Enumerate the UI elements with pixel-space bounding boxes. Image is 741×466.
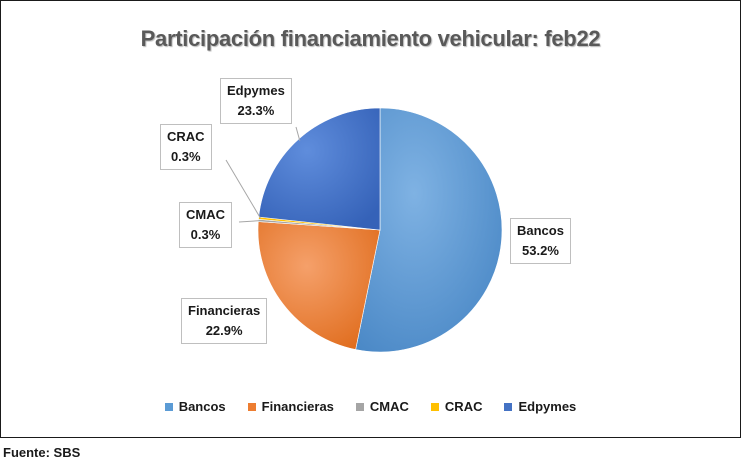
legend-swatch-crac xyxy=(430,402,439,411)
legend-label-crac: CRAC xyxy=(444,399,483,414)
data-label-crac-name: CRAC xyxy=(167,129,205,144)
legend-item-bancos: Bancos xyxy=(164,399,226,414)
legend-label-edpymes: Edpymes xyxy=(518,399,577,414)
legend-label-financieras: Financieras xyxy=(261,399,334,414)
data-label-financieras-value: 22.9% xyxy=(205,323,243,338)
leader-line-crac xyxy=(225,159,261,219)
data-label-cmac-value: 0.3% xyxy=(190,227,221,242)
chart-title: Participación financiamiento vehicular: … xyxy=(140,26,601,51)
pie-slice-bancos xyxy=(355,107,503,353)
legend-swatch-financieras xyxy=(247,402,256,411)
legend-swatch-cmac xyxy=(355,402,364,411)
data-label-edpymes: Edpymes 23.3% xyxy=(220,78,292,124)
data-label-crac: CRAC 0.3% xyxy=(160,124,212,170)
legend-label-cmac: CMAC xyxy=(369,399,409,414)
data-label-cmac-name: CMAC xyxy=(186,207,225,222)
legend-item-crac: CRAC xyxy=(430,399,483,414)
chart-legend: Bancos Financieras CMAC CRAC Edpymes xyxy=(0,399,741,414)
legend-swatch-bancos xyxy=(164,402,173,411)
data-label-bancos: Bancos 53.2% xyxy=(510,218,571,264)
data-label-edpymes-value: 23.3% xyxy=(237,103,275,118)
source-note: Fuente: SBS xyxy=(3,445,81,460)
leader-line-cmac xyxy=(238,220,261,223)
legend-item-financieras: Financieras xyxy=(247,399,334,414)
data-label-crac-value: 0.3% xyxy=(170,149,201,164)
data-label-financieras-name: Financieras xyxy=(188,303,261,318)
data-label-cmac: CMAC 0.3% xyxy=(179,202,232,248)
legend-label-bancos: Bancos xyxy=(178,399,226,414)
legend-swatch-edpymes xyxy=(504,402,513,411)
pie-slice-financieras xyxy=(257,221,381,350)
data-label-bancos-value: 53.2% xyxy=(522,243,559,258)
legend-item-edpymes: Edpymes xyxy=(504,399,576,414)
legend-item-cmac: CMAC xyxy=(355,399,409,414)
pie-slice-edpymes xyxy=(258,107,381,231)
leader-line-edpymes xyxy=(295,126,301,141)
data-label-financieras: Financieras 22.9% xyxy=(181,298,268,344)
data-label-bancos-name: Bancos xyxy=(517,223,564,238)
data-label-edpymes-name: Edpymes xyxy=(227,83,285,98)
